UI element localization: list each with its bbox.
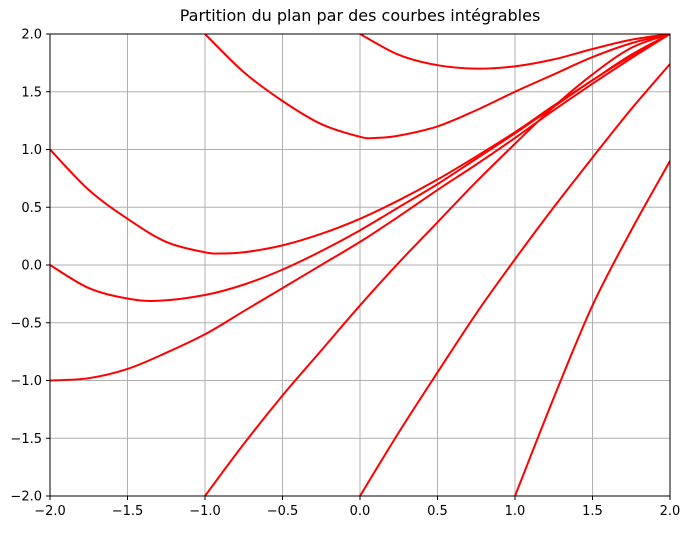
integral-curve (204, 34, 670, 140)
ticks: −2.0 −1.5 −1.0 −0.5 0.0 0.5 1.0 1.5 2.0 −2.0 −1.5 −… (10, 28, 680, 520)
y-tick-label: 1.5 (21, 85, 42, 100)
integral-curve (204, 34, 670, 496)
y-tick-label: −2.0 (10, 490, 42, 505)
y-tick-label: −0.5 (10, 316, 42, 331)
integral-curve (514, 160, 670, 496)
integral-curve (50, 34, 670, 302)
integral-curve (359, 63, 670, 496)
x-tick-label: 2.0 (660, 504, 681, 519)
integral-curve (50, 34, 670, 382)
x-tick-label: −2.0 (34, 504, 66, 519)
x-tick-label: −1.0 (189, 504, 221, 519)
x-tick-label: 0.0 (350, 504, 371, 519)
x-tick-label: −0.5 (267, 504, 299, 519)
y-tick-label: 2.0 (21, 28, 42, 43)
x-tick-label: 1.0 (505, 504, 526, 519)
x-tick-label: −1.5 (112, 504, 144, 519)
chart-title: Partition du plan par des courbes intégr… (180, 6, 541, 25)
y-tick-label: 0.0 (21, 259, 42, 274)
curves (50, 34, 670, 496)
y-tick-label: −1.0 (10, 374, 42, 389)
integral-curve (359, 34, 670, 70)
x-tick-label: 0.5 (427, 504, 448, 519)
x-tick-label: 1.5 (582, 504, 603, 519)
grid (49, 33, 671, 497)
y-tick-label: −1.5 (10, 432, 42, 447)
y-tick-label: 1.0 (21, 143, 42, 158)
y-tick-label: 0.5 (21, 201, 42, 216)
